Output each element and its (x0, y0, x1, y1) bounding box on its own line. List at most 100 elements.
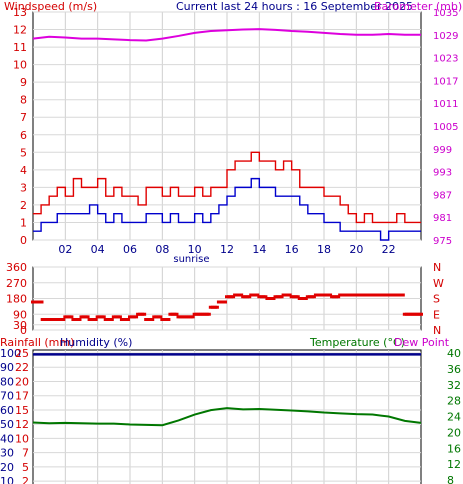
temp-tick-label: 24 (447, 411, 461, 424)
direction-point (144, 318, 149, 321)
direction-point (198, 312, 203, 316)
direction-point (267, 297, 272, 300)
x-tick-label: 02 (58, 243, 72, 256)
direction-point (319, 293, 324, 297)
direction-point (178, 315, 183, 319)
direction-point (142, 312, 147, 316)
direction-point (172, 312, 177, 316)
direction-point (136, 312, 141, 316)
direction-point (317, 293, 322, 297)
direction-point (192, 312, 197, 316)
direction-point (271, 297, 276, 300)
direction-point (350, 293, 355, 297)
direction-point (275, 295, 280, 299)
direction-point (138, 312, 143, 316)
y-left-tick-label: 360 (6, 261, 27, 274)
direction-point (184, 315, 189, 319)
x-tick-label: 12 (220, 243, 234, 256)
direction-point (291, 295, 296, 299)
rain-tick-label: 7 (22, 447, 29, 460)
direction-point (419, 312, 423, 316)
rain-tick-label: 2 (22, 475, 29, 484)
direction-point (326, 293, 331, 297)
x-tick-label: 22 (382, 243, 396, 256)
direction-point (97, 315, 102, 319)
direction-point (121, 318, 126, 321)
direction-point (132, 315, 137, 319)
y-left-tick-label: 2 (20, 199, 27, 212)
direction-point (210, 305, 215, 309)
direction-point (283, 293, 288, 297)
direction-point (364, 293, 369, 297)
direction-point (206, 312, 211, 316)
direction-point (402, 312, 407, 316)
direction-point (85, 315, 90, 319)
direction-point (208, 305, 213, 309)
direction-point (71, 318, 76, 321)
direction-point (152, 315, 157, 319)
y-left-tick-label: 11 (13, 41, 27, 54)
direction-point (57, 318, 62, 321)
direction-point (115, 315, 120, 319)
direction-point (140, 312, 145, 316)
direction-point (73, 318, 78, 321)
compass-label: N (433, 261, 441, 274)
direction-point (348, 293, 353, 297)
direction-point (128, 315, 132, 319)
direction-point (123, 318, 128, 321)
y-left-tick-label: 0 (20, 324, 27, 337)
direction-point (109, 318, 114, 321)
direction-point (67, 315, 72, 319)
direction-point (257, 295, 262, 299)
x-tick-label: 16 (285, 243, 299, 256)
rain-tick-label: 20 (15, 375, 29, 388)
humidity-tick-label: 80 (0, 375, 14, 388)
direction-point (400, 293, 405, 297)
compass-label: N (433, 324, 441, 337)
direction-point (406, 312, 411, 316)
direction-point (394, 293, 399, 297)
y-left-tick-label: 3 (20, 181, 27, 194)
direction-point (79, 315, 84, 319)
direction-point (412, 312, 417, 316)
x-tick-label: 14 (252, 243, 266, 256)
direction-point (239, 293, 244, 297)
rain-tick-label: 10 (15, 432, 29, 445)
direction-point (315, 293, 320, 297)
compass-label: E (433, 308, 440, 321)
direction-point (322, 293, 326, 297)
direction-point (340, 293, 345, 297)
direction-point (305, 295, 310, 299)
y-right-tick-label: 1029 (433, 31, 458, 42)
direction-point (299, 297, 304, 300)
direction-point (99, 315, 104, 319)
direction-point (344, 293, 349, 297)
direction-point (39, 300, 44, 304)
direction-point (269, 297, 274, 300)
direction-point (311, 295, 316, 299)
header-center-label: Current last 24 hours : 16 September 202… (176, 0, 413, 13)
direction-point (352, 293, 357, 297)
temp-tick-label: 40 (447, 347, 461, 360)
direction-point (303, 297, 308, 300)
header-left-label: Windspeed (m/s) (4, 0, 97, 13)
direction-point (166, 318, 171, 321)
rainfall-label: Rainfall (mm) (0, 336, 74, 349)
direction-point (75, 318, 80, 321)
direction-point (408, 312, 413, 316)
y-right-tick-label: 981 (433, 213, 452, 224)
direction-point (53, 318, 58, 321)
direction-point (47, 318, 52, 321)
direction-point (176, 315, 181, 319)
direction-point (370, 293, 375, 297)
direction-point (216, 300, 221, 304)
temp-tick-label: 32 (447, 379, 461, 392)
direction-point (346, 293, 351, 297)
temp-tick-label: 20 (447, 426, 461, 439)
direction-point (307, 295, 312, 299)
x-tick-label: 20 (349, 243, 363, 256)
y-left-tick-label: 12 (13, 24, 27, 37)
direction-point (107, 318, 112, 321)
direction-point (229, 295, 234, 299)
series-average (33, 177, 421, 241)
